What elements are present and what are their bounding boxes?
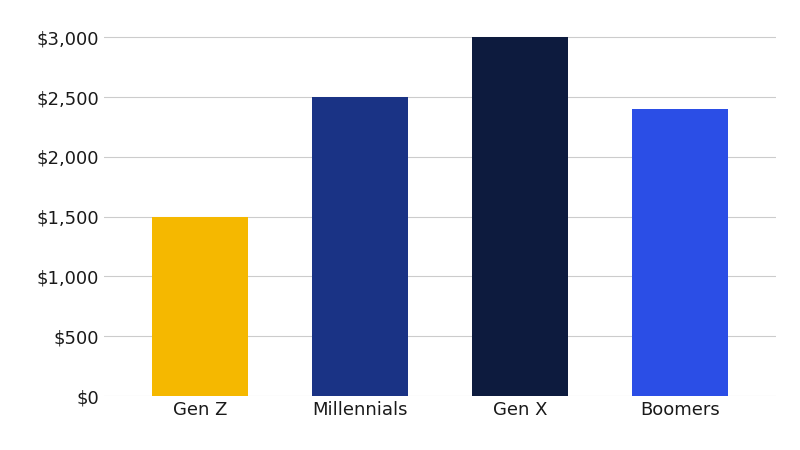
Bar <box>312 97 408 396</box>
Bar <box>632 109 728 396</box>
Bar <box>152 217 248 396</box>
Bar <box>472 37 568 396</box>
